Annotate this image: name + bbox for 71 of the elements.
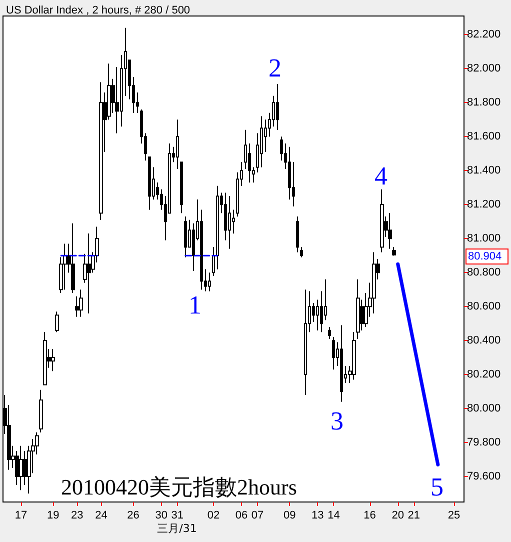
y-tick-label: 81.200 <box>467 198 501 211</box>
x-tick-label: 16 <box>364 510 376 522</box>
candlestick <box>296 216 299 253</box>
annotation: 3 <box>330 406 344 436</box>
y-tick-label: 81.600 <box>467 130 501 143</box>
x-tick-label: 26 <box>127 510 140 522</box>
annotation: 20100420美元指數2hours <box>61 474 297 500</box>
y-tick-label: 80.000 <box>467 402 501 415</box>
y-tick-label: 81.400 <box>467 164 501 177</box>
text: 80.904 <box>468 250 502 262</box>
candlestick <box>372 252 376 314</box>
x-tick-label: 13 <box>312 510 324 522</box>
x-tick-label: 31 <box>171 510 184 522</box>
candlestick <box>79 289 83 318</box>
y-tick-label: 82.200 <box>467 28 501 41</box>
y-tick-label: 79.800 <box>467 436 501 449</box>
y-tick-label: 80.800 <box>467 266 501 279</box>
candlestick <box>380 188 384 253</box>
candlestick <box>184 216 187 258</box>
candlestick <box>148 156 151 210</box>
candlestick <box>328 326 331 340</box>
y-tick-label: 81.800 <box>467 96 501 109</box>
x-tick-label: 02 <box>207 510 220 522</box>
y-tick-label: 80.400 <box>467 334 501 347</box>
candlestick <box>332 336 335 370</box>
y-tick-label: 79.600 <box>467 470 501 483</box>
x-tick-label: 30 <box>155 510 168 522</box>
x-tick-label: 20 <box>392 510 404 522</box>
candlestick <box>392 246 396 256</box>
annotation: 4 <box>374 162 388 190</box>
candlestick <box>304 289 307 396</box>
x-tick-label: 24 <box>95 510 108 522</box>
annotation: 2 <box>268 54 282 82</box>
candlestick <box>356 278 360 340</box>
text: 三月/31 <box>157 522 197 535</box>
x-tick-label: 25 <box>448 510 460 522</box>
x-tick-label: 23 <box>71 510 84 522</box>
candlestick <box>71 222 75 294</box>
annotation: 5 <box>430 472 444 502</box>
candlestick <box>276 83 279 130</box>
y-tick-label: 82.000 <box>467 62 501 75</box>
candlestick <box>43 332 47 386</box>
x-tick-label: 19 <box>46 510 60 522</box>
x-tick-label: 17 <box>14 510 28 522</box>
candlestick <box>216 185 219 270</box>
y-tick-label: 80.600 <box>467 300 501 313</box>
chart-title: US Dollar Index , 2 hours, # 280 / 500 <box>6 4 190 16</box>
x-tick-label: 07 <box>251 510 264 522</box>
candlestick <box>352 332 356 380</box>
candlestick <box>87 233 91 314</box>
annotation: 1 <box>188 290 202 320</box>
candlestick <box>39 389 43 433</box>
candlestick <box>51 348 55 372</box>
x-tick-label: 06 <box>235 510 248 522</box>
candlestick <box>180 162 183 214</box>
candlestick <box>55 311 59 333</box>
candlestick <box>176 119 179 170</box>
candlestick <box>208 272 211 292</box>
candlestick <box>300 246 303 258</box>
candlestick <box>19 445 23 491</box>
candlestick <box>340 324 343 402</box>
candlestick <box>63 243 67 290</box>
x-tick-label: 21 <box>408 510 420 522</box>
x-tick-label: 09 <box>283 510 296 522</box>
candlestick <box>212 246 215 276</box>
x-tick-label: 14 <box>328 510 340 522</box>
y-tick-label: 80.200 <box>467 368 501 381</box>
candlestick <box>228 196 231 250</box>
y-tick-label: 81.000 <box>467 232 501 245</box>
candlestick <box>388 212 392 250</box>
candlestick <box>99 82 103 220</box>
